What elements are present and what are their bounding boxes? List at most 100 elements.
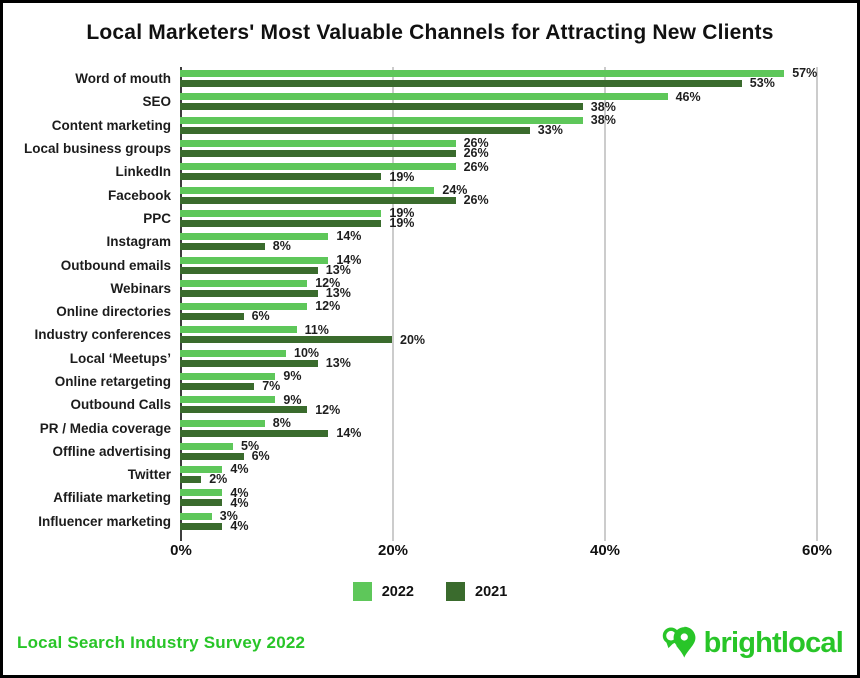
bar-group: 5% 6%: [180, 440, 846, 462]
bar-group: 24% 26%: [180, 184, 846, 206]
bar-line: 7%: [180, 379, 846, 394]
bar-2021: [180, 243, 265, 251]
category-label: LinkedIn: [115, 164, 171, 180]
bar-chart: Word of mouth 57% 53% SEO 46% 38% Content mark…: [14, 67, 846, 602]
legend-label: 2021: [475, 583, 508, 600]
bar-2021: [180, 383, 255, 390]
bar-2022: [180, 209, 382, 217]
bar-line: 46%: [180, 91, 846, 103]
legend-swatch-2022: [352, 582, 372, 602]
bar-2022: [180, 186, 435, 194]
value-label: 19%: [389, 216, 415, 231]
bar-line: 24%: [180, 184, 846, 196]
value-label: 26%: [463, 136, 489, 151]
value-label: 4%: [230, 519, 249, 534]
bar-line: 12%: [180, 404, 846, 416]
legend-item-2022: 2022: [352, 582, 414, 602]
value-label: 13%: [325, 355, 351, 370]
value-label: 4%: [230, 485, 249, 500]
category-label: Word of mouth: [75, 71, 171, 87]
bar-line: 20%: [180, 334, 846, 346]
value-label: 7%: [262, 379, 281, 394]
value-label: 13%: [325, 262, 351, 277]
bar-2021: [180, 150, 456, 158]
bar-line: 4%: [180, 487, 846, 499]
value-label: 10%: [294, 345, 320, 360]
value-label: 57%: [792, 66, 818, 81]
chart-row: Facebook 24% 26%: [14, 183, 846, 206]
value-label: 26%: [463, 146, 489, 161]
bar-2021: [180, 406, 308, 414]
bar-line: 19%: [180, 216, 846, 231]
x-axis-tick-label: 60%: [801, 541, 833, 559]
bar-line: 9%: [180, 369, 846, 384]
bar-group: 10% 13%: [180, 345, 846, 370]
bar-group: 38% 33%: [180, 112, 846, 136]
bar-line: 8%: [180, 240, 846, 252]
bar-2022: [180, 279, 308, 287]
bar-line: 9%: [180, 394, 846, 406]
chart-row: Industry conferences 11% 20%: [14, 323, 846, 346]
category-label: Twitter: [127, 467, 171, 483]
bar-line: 19%: [180, 206, 846, 221]
bar-line: 5%: [180, 440, 846, 452]
value-label: 19%: [389, 169, 415, 184]
category-label: Industry conferences: [34, 327, 171, 343]
bar-2022: [180, 140, 456, 148]
plot-area: Word of mouth 57% 53% SEO 46% 38% Content mark…: [14, 66, 846, 541]
bar-line: 14%: [180, 230, 846, 242]
bar-group: 8% 14%: [180, 415, 846, 440]
value-label: 12%: [315, 276, 341, 291]
bar-group: 12% 6%: [180, 300, 846, 322]
legend-label: 2022: [381, 583, 414, 600]
category-label: Outbound Calls: [70, 397, 172, 413]
bar-group: 14% 13%: [180, 254, 846, 277]
bar-line: 4%: [180, 497, 846, 509]
bar-line: 38%: [180, 101, 846, 113]
category-label: Online directories: [56, 304, 171, 320]
value-label: 8%: [272, 415, 291, 430]
bar-2021: [180, 219, 382, 227]
bar-line: 13%: [180, 355, 846, 370]
category-label: Outbound emails: [60, 257, 171, 273]
chart-row: Outbound emails 14% 13%: [14, 253, 846, 276]
gridline: [816, 67, 818, 541]
bar-2022: [180, 466, 223, 474]
legend: 2022 2021: [14, 582, 846, 602]
bar-2022: [180, 93, 668, 101]
gridline: [604, 67, 606, 541]
category-label: Offline advertising: [52, 443, 171, 459]
bar-line: 11%: [180, 324, 846, 336]
chart-row: PPC 19% 19%: [14, 207, 846, 230]
bar-2022: [180, 256, 329, 264]
bar-line: 12%: [180, 276, 846, 291]
chart-row: Affiliate marketing 4% 4%: [14, 486, 846, 509]
bar-line: 4%: [180, 519, 846, 534]
bar-group: 46% 38%: [180, 91, 846, 113]
bar-line: 19%: [180, 171, 846, 183]
legend-item-2021: 2021: [446, 582, 508, 602]
chart-row: Webinars 12% 13%: [14, 277, 846, 300]
value-label: 38%: [590, 99, 616, 114]
bar-line: 26%: [180, 136, 846, 151]
bar-group: 4% 2%: [180, 463, 846, 485]
bar-2021: [180, 452, 244, 460]
chart-row: SEO 46% 38%: [14, 90, 846, 113]
bar-line: 10%: [180, 345, 846, 360]
value-label: 9%: [283, 369, 302, 384]
bar-2022: [180, 303, 308, 311]
bar-line: 53%: [180, 77, 846, 89]
bar-2022: [180, 233, 329, 241]
chart-row: Influencer marketing 3% 4%: [14, 510, 846, 533]
value-label: 19%: [389, 206, 415, 221]
value-label: 14%: [336, 425, 362, 440]
category-label: Webinars: [110, 280, 171, 296]
bar-2022: [180, 442, 233, 450]
footer-source-text: Local Search Industry Survey 2022: [17, 633, 306, 652]
bar-2022: [180, 349, 286, 357]
chart-row: Offline advertising 5% 6%: [14, 440, 846, 463]
category-label: Instagram: [106, 234, 171, 250]
value-label: 38%: [590, 112, 616, 127]
bar-line: 57%: [180, 66, 846, 81]
